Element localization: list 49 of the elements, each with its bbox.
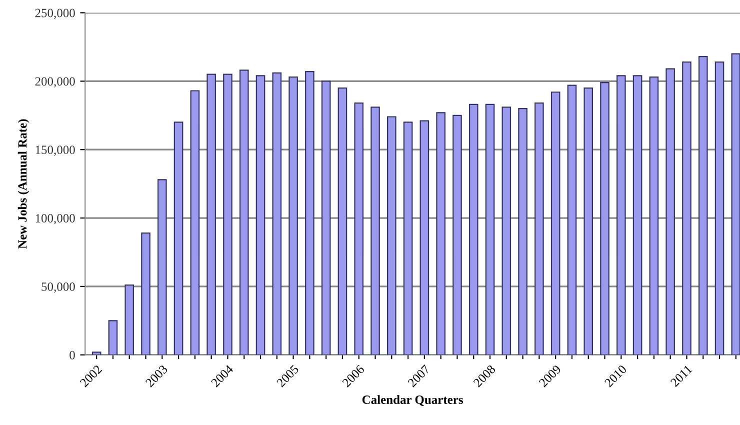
bar	[239, 70, 249, 355]
bar	[584, 87, 594, 355]
x-tick-label: 2011	[670, 364, 692, 388]
bar	[272, 72, 282, 355]
bar	[666, 68, 675, 355]
bar	[354, 102, 364, 355]
bar	[141, 232, 150, 355]
bar	[616, 75, 626, 355]
bar	[174, 122, 184, 355]
bar	[468, 104, 478, 355]
bar	[403, 122, 413, 355]
y-tick-label: 200,000	[35, 77, 75, 88]
bar	[436, 112, 446, 355]
y-tick-label: 250,000	[35, 8, 75, 20]
bar	[518, 108, 528, 355]
bar	[223, 74, 232, 355]
bar	[124, 284, 134, 355]
bar	[206, 74, 216, 355]
bar	[567, 84, 577, 355]
bar	[485, 104, 495, 355]
bar	[649, 76, 659, 355]
bar	[731, 53, 740, 355]
bar	[386, 116, 396, 355]
bar	[305, 71, 314, 355]
bar	[370, 106, 380, 355]
bar	[682, 61, 692, 355]
bar	[452, 114, 462, 355]
y-tick-label: 50,000	[42, 282, 75, 293]
bar	[338, 87, 348, 355]
bar	[288, 76, 298, 355]
bar	[632, 75, 642, 355]
bar	[190, 90, 200, 355]
bar	[420, 120, 430, 355]
bar	[157, 179, 167, 355]
bar	[600, 82, 610, 355]
y-axis-title: New Jobs (Annual Rate)	[18, 119, 30, 249]
bar	[108, 320, 118, 355]
bar	[321, 80, 331, 355]
bar	[714, 61, 724, 355]
bar	[256, 75, 266, 355]
y-tick-label: 0	[70, 350, 75, 360]
y-tick-label: 100,000	[36, 214, 75, 224]
x-axis-title: Calendar Quarters	[362, 395, 463, 406]
bar	[534, 102, 544, 355]
bar	[550, 92, 560, 355]
bar	[698, 56, 708, 355]
bar	[92, 352, 102, 355]
bar	[502, 106, 512, 355]
y-tick-label: 150,000	[36, 146, 75, 156]
